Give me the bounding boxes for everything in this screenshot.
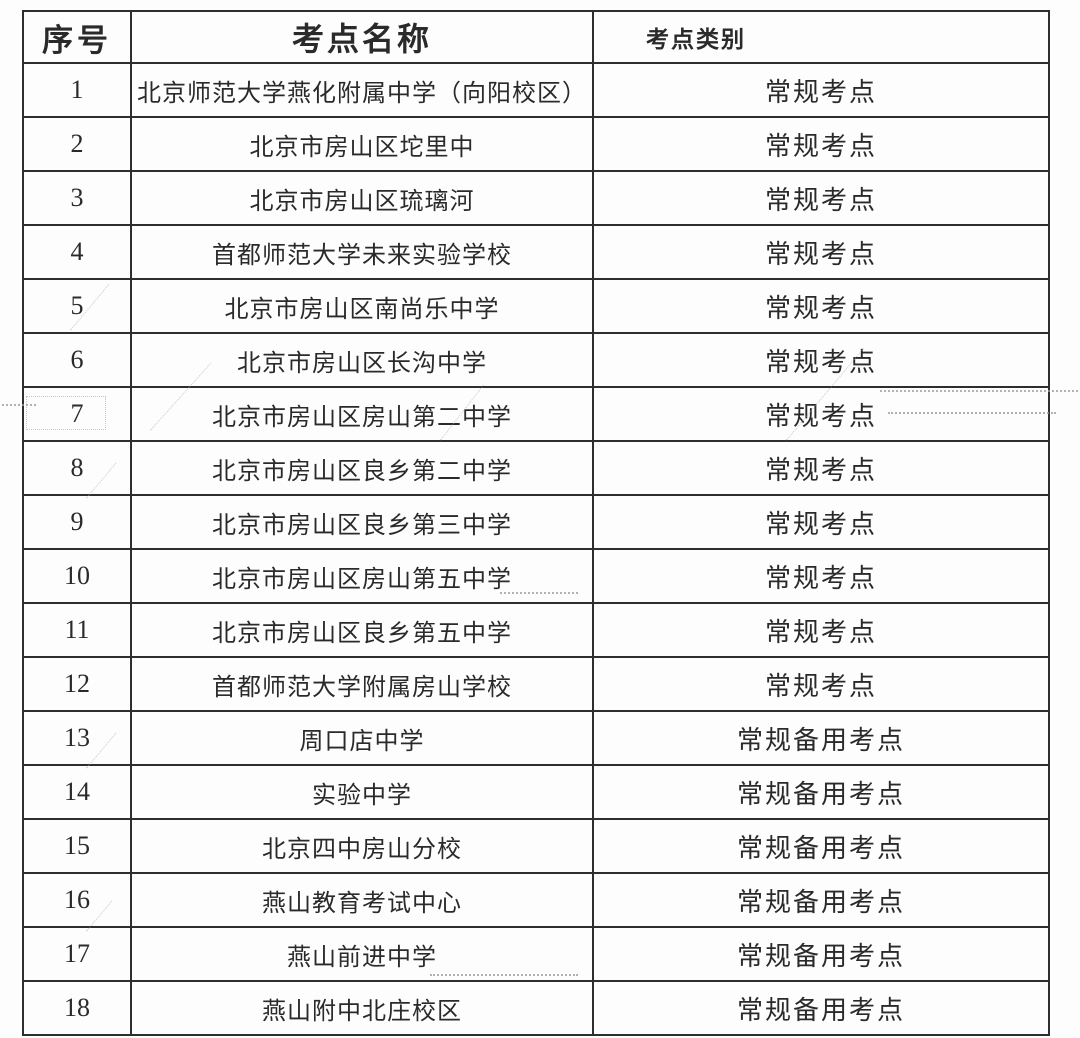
- header-site-category: 考点类别: [592, 10, 1050, 64]
- row-site-name: 北京市房山区坨里中: [130, 116, 594, 172]
- table-row: 16 燕山教育考试中心 常规备用考点: [22, 872, 1050, 928]
- table-row: 10 北京市房山区房山第五中学 常规考点: [22, 548, 1050, 604]
- header-serial-number: 序号: [22, 10, 132, 64]
- row-site-category: 常规考点: [592, 278, 1050, 334]
- row-site-name: 北京四中房山分校: [130, 818, 594, 874]
- table-row: 8 北京市房山区良乡第二中学 常规考点: [22, 440, 1050, 496]
- table-row: 1 北京师范大学燕化附属中学（向阳校区） 常规考点: [22, 62, 1050, 118]
- header-site-name: 考点名称: [130, 10, 594, 64]
- row-serial-number: 9: [22, 494, 132, 550]
- row-serial-number: 11: [22, 602, 132, 658]
- row-serial-number: 3: [22, 170, 132, 226]
- row-serial-number: 13: [22, 710, 132, 766]
- row-serial-number: 10: [22, 548, 132, 604]
- header-row: 序号 考点名称 考点类别: [22, 10, 1050, 64]
- row-serial-number: 4: [22, 224, 132, 280]
- table-row: 5 北京市房山区南尚乐中学 常规考点: [22, 278, 1050, 334]
- row-site-name: 北京市房山区长沟中学: [130, 332, 594, 388]
- row-site-category: 常规考点: [592, 440, 1050, 496]
- row-serial-number: 8: [22, 440, 132, 496]
- row-site-category: 常规备用考点: [592, 818, 1050, 874]
- table-row: 6 北京市房山区长沟中学 常规考点: [22, 332, 1050, 388]
- row-serial-number: 17: [22, 926, 132, 982]
- row-site-category: 常规考点: [592, 386, 1050, 442]
- row-site-name: 燕山前进中学: [130, 926, 594, 982]
- table-row: 9 北京市房山区良乡第三中学 常规考点: [22, 494, 1050, 550]
- table-row: 13 周口店中学 常规备用考点: [22, 710, 1050, 766]
- row-site-name: 燕山附中北庄校区: [130, 980, 594, 1036]
- row-serial-number: 2: [22, 116, 132, 172]
- row-serial-number: 6: [22, 332, 132, 388]
- row-site-name: 北京市房山区房山第五中学: [130, 548, 594, 604]
- table-row: 15 北京四中房山分校 常规备用考点: [22, 818, 1050, 874]
- row-site-name: 北京市房山区良乡第五中学: [130, 602, 594, 658]
- row-site-category: 常规考点: [592, 62, 1050, 118]
- exam-sites-table: 序号 考点名称 考点类别 1 北京师范大学燕化附属中学（向阳校区） 常规考点 2…: [22, 10, 1050, 1036]
- table-body: 1 北京师范大学燕化附属中学（向阳校区） 常规考点 2 北京市房山区坨里中 常规…: [22, 62, 1050, 1036]
- row-site-name: 实验中学: [130, 764, 594, 820]
- row-site-name: 北京市房山区琉璃河: [130, 170, 594, 226]
- row-site-name: 首都师范大学附属房山学校: [130, 656, 594, 712]
- table-row: 2 北京市房山区坨里中 常规考点: [22, 116, 1050, 172]
- table-header: 序号 考点名称 考点类别: [22, 10, 1050, 64]
- row-site-name: 北京市房山区房山第二中学: [130, 386, 594, 442]
- row-serial-number: 12: [22, 656, 132, 712]
- table-row: 14 实验中学 常规备用考点: [22, 764, 1050, 820]
- table-row: 11 北京市房山区良乡第五中学 常规考点: [22, 602, 1050, 658]
- row-site-category: 常规考点: [592, 494, 1050, 550]
- row-serial-number: 18: [22, 980, 132, 1036]
- table-row: 4 首都师范大学未来实验学校 常规考点: [22, 224, 1050, 280]
- row-site-category: 常规备用考点: [592, 926, 1050, 982]
- row-serial-number: 7: [22, 386, 132, 442]
- row-site-name: 北京市房山区南尚乐中学: [130, 278, 594, 334]
- row-site-name: 北京师范大学燕化附属中学（向阳校区）: [130, 62, 594, 118]
- row-site-name: 北京市房山区良乡第三中学: [130, 494, 594, 550]
- row-site-category: 常规考点: [592, 224, 1050, 280]
- row-site-name: 周口店中学: [130, 710, 594, 766]
- row-site-category: 常规备用考点: [592, 764, 1050, 820]
- row-serial-number: 16: [22, 872, 132, 928]
- row-site-category: 常规备用考点: [592, 710, 1050, 766]
- row-serial-number: 1: [22, 62, 132, 118]
- row-site-name: 北京市房山区良乡第二中学: [130, 440, 594, 496]
- table-row: 18 燕山附中北庄校区 常规备用考点: [22, 980, 1050, 1036]
- row-site-category: 常规考点: [592, 602, 1050, 658]
- row-serial-number: 5: [22, 278, 132, 334]
- row-site-name: 燕山教育考试中心: [130, 872, 594, 928]
- table-row: 12 首都师范大学附属房山学校 常规考点: [22, 656, 1050, 712]
- row-serial-number: 14: [22, 764, 132, 820]
- row-site-name: 首都师范大学未来实验学校: [130, 224, 594, 280]
- row-site-category: 常规备用考点: [592, 980, 1050, 1036]
- table-row: 3 北京市房山区琉璃河 常规考点: [22, 170, 1050, 226]
- row-site-category: 常规备用考点: [592, 872, 1050, 928]
- row-site-category: 常规考点: [592, 332, 1050, 388]
- row-site-category: 常规考点: [592, 656, 1050, 712]
- row-site-category: 常规考点: [592, 170, 1050, 226]
- table-row: 7 北京市房山区房山第二中学 常规考点: [22, 386, 1050, 442]
- row-site-category: 常规考点: [592, 548, 1050, 604]
- row-site-category: 常规考点: [592, 116, 1050, 172]
- row-serial-number: 15: [22, 818, 132, 874]
- table-row: 17 燕山前进中学 常规备用考点: [22, 926, 1050, 982]
